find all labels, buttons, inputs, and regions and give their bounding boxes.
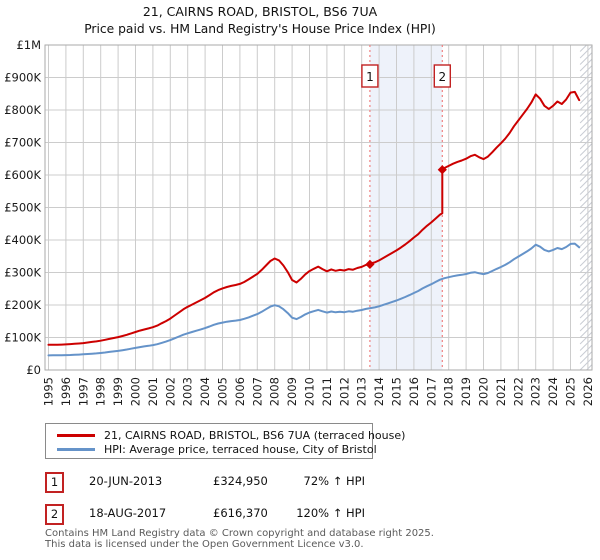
svg-text:£1M: £1M (16, 38, 41, 52)
svg-text:£600K: £600K (4, 168, 41, 182)
sale-1-price: £324,950 (213, 474, 268, 488)
svg-text:2017: 2017 (424, 377, 438, 406)
svg-text:2008: 2008 (268, 377, 282, 406)
svg-text:1997: 1997 (76, 377, 90, 406)
svg-text:£0: £0 (26, 363, 41, 377)
price-chart-svg: 1 2£0£100K£200K£300K£400K£500K£600K£700K£… (4, 38, 595, 406)
legend-item-hpi: HPI: Average price, terraced house, City… (57, 442, 377, 456)
sale-1-hpi-change: 72% ↑ HPI (303, 474, 365, 488)
sale-2-chart-badge-label: 2 (438, 70, 446, 84)
sale-2-badge: 2 (45, 504, 64, 525)
footer-line-1: Contains HM Land Registry data © Crown c… (45, 528, 434, 539)
svg-text:£800K: £800K (4, 103, 41, 117)
plot-border (44, 44, 593, 371)
svg-text:£300K: £300K (4, 266, 41, 280)
footer: Contains HM Land Registry data © Crown c… (45, 528, 434, 550)
svg-text:2022: 2022 (511, 377, 525, 406)
svg-text:2002: 2002 (163, 377, 177, 406)
svg-text:£200K: £200K (4, 298, 41, 312)
svg-text:£400K: £400K (4, 233, 41, 247)
sale-2-chart-badge (433, 64, 451, 88)
svg-text:2010: 2010 (303, 377, 317, 406)
price-line-swatch (57, 433, 95, 437)
sale-1-chart-badge-label: 1 (366, 70, 374, 84)
svg-text:2019: 2019 (459, 377, 473, 406)
svg-text:2011: 2011 (320, 377, 334, 406)
hpi-line-label: HPI: Average price, terraced house, City… (104, 442, 377, 456)
sale-2-row: 2 18-AUG-2017 £616,370 120% ↑ HPI (0, 504, 600, 525)
sale-1-date: 20-JUN-2013 (89, 474, 163, 488)
svg-text:2014: 2014 (372, 377, 386, 406)
svg-text:1999: 1999 (111, 377, 125, 406)
svg-text:£100K: £100K (4, 331, 41, 345)
sale-1-row: 1 20-JUN-2013 £324,950 72% ↑ HPI (0, 472, 600, 493)
svg-text:2020: 2020 (477, 377, 491, 406)
sale-2-marker (437, 165, 447, 175)
y-axis-labels: £0 £100K £200K £300K £400K £500K £600K £700K £80… (4, 38, 41, 377)
page-title: 21, CAIRNS ROAD, BRISTOL, BS6 7UA (142, 4, 378, 19)
svg-text:2012: 2012 (337, 377, 351, 406)
x-axis-labels: 1995 1996 1997 1998 1999 2000 2001 2002 2003 2004… (42, 377, 595, 406)
svg-text:2026: 2026 (581, 377, 595, 406)
svg-text:2001: 2001 (146, 377, 160, 406)
sale-2-date: 18-AUG-2017 (89, 506, 167, 520)
svg-text:2007: 2007 (250, 377, 264, 406)
legend-item-price: 21, CAIRNS ROAD, BRISTOL, BS6 7UA (terra… (57, 428, 405, 442)
svg-text:2021: 2021 (494, 377, 508, 406)
svg-text:£500K: £500K (4, 201, 41, 215)
future-hatch (579, 44, 593, 371)
plot-grid (45, 44, 592, 371)
chart-legend: 21, CAIRNS ROAD, BRISTOL, BS6 7UA (terra… (45, 423, 405, 459)
svg-text:2023: 2023 (529, 377, 543, 406)
svg-text:£900K: £900K (4, 71, 41, 85)
svg-text:2004: 2004 (198, 377, 212, 406)
sale-1-chart-badge (361, 64, 379, 88)
hpi-line (47, 242, 581, 357)
svg-text:1995: 1995 (42, 377, 56, 406)
sale-1-marker (365, 259, 375, 269)
price-line-label: 21, CAIRNS ROAD, BRISTOL, BS6 7UA (terra… (104, 428, 406, 442)
footer-line-2: This data is licensed under the Open Gov… (45, 539, 364, 550)
sale-2-price: £616,370 (213, 506, 268, 520)
svg-text:1996: 1996 (59, 377, 73, 406)
sale-1-badge: 1 (45, 472, 64, 493)
svg-text:2013: 2013 (355, 377, 369, 406)
svg-text:2015: 2015 (390, 377, 404, 406)
svg-text:2000: 2000 (129, 377, 143, 406)
sale-2-hpi-change: 120% ↑ HPI (296, 506, 365, 520)
svg-text:2005: 2005 (216, 377, 230, 406)
svg-text:2016: 2016 (407, 377, 421, 406)
svg-text:2018: 2018 (442, 377, 456, 406)
svg-text:2003: 2003 (181, 377, 195, 406)
svg-text:2025: 2025 (564, 377, 578, 406)
price-line (47, 90, 581, 346)
hpi-line-swatch (57, 447, 95, 451)
svg-text:2006: 2006 (233, 377, 247, 406)
title-block: 21, CAIRNS ROAD, BRISTOL, BS6 7UA Price … (0, 3, 520, 38)
page-subtitle: Price paid vs. HM Land Registry's House … (84, 22, 436, 36)
svg-text:2009: 2009 (285, 377, 299, 406)
svg-text:2024: 2024 (546, 377, 560, 406)
svg-text:£700K: £700K (4, 136, 41, 150)
svg-text:1998: 1998 (94, 377, 108, 406)
